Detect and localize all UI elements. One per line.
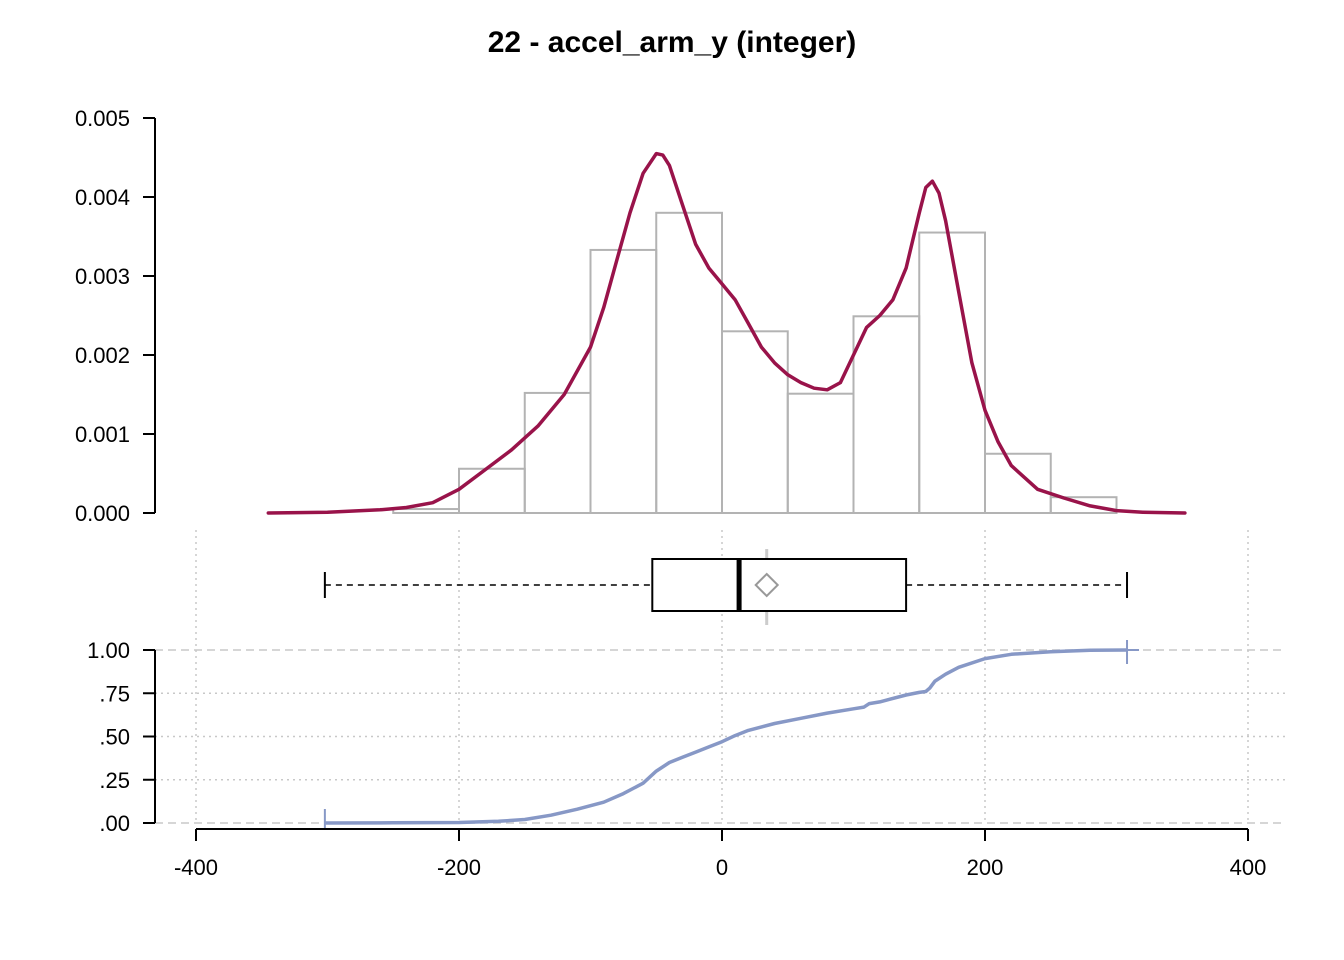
histogram-bar-10 xyxy=(1049,496,1118,515)
ecdf-y-tick-label-2: .50 xyxy=(99,725,130,750)
density-y-tick-label-3: 0.003 xyxy=(75,264,130,289)
density-y-tick-label-1: 0.001 xyxy=(75,422,130,447)
density-curve xyxy=(266,151,1187,515)
histogram-bar-8 xyxy=(918,231,986,515)
x-tick-label-4: 400 xyxy=(1230,855,1267,880)
density-y-tick-label-4: 0.004 xyxy=(75,185,130,210)
histogram xyxy=(392,211,1118,515)
ecdf-y-tick-label-1: .25 xyxy=(99,768,130,793)
density-y-tick-label-5: 0.005 xyxy=(75,106,130,131)
density-line xyxy=(266,151,1187,515)
histogram-bar-5 xyxy=(721,330,789,514)
x-tick-label-3: 200 xyxy=(967,855,1004,880)
ecdf-line xyxy=(324,648,1128,825)
histogram-bar-6 xyxy=(786,392,855,514)
ecdf-curve xyxy=(323,640,1140,829)
histogram-bar-4 xyxy=(655,211,723,515)
histogram-bar-0 xyxy=(392,508,460,514)
axes: 0.000 0.001 0.002 0.003 0.004 0.005 .00 .25 .50.… xyxy=(75,106,1266,880)
chart-title: 22 - accel_arm_y (integer) xyxy=(488,26,857,59)
histogram-bar-3 xyxy=(589,248,658,514)
mean-marker xyxy=(754,572,780,598)
histogram-bar-9 xyxy=(984,452,1052,514)
x-tick-label-2: 0 xyxy=(716,855,728,880)
ecdf-y-tick-label-3: .75 xyxy=(99,681,130,706)
density-y-tick-label-0: 0.000 xyxy=(75,501,130,526)
histogram-bar-2 xyxy=(523,391,592,515)
x-tick-label-0: -400 xyxy=(174,855,218,880)
interquartile-box xyxy=(651,558,908,612)
density-y-tick-label-2: 0.002 xyxy=(75,343,130,368)
boxplot xyxy=(323,549,1129,625)
ecdf-y-tick-label-4: 1.00 xyxy=(87,638,130,663)
x-tick-label-1: -200 xyxy=(437,855,481,880)
histogram-bar-1 xyxy=(458,467,526,515)
histogram-bar-7 xyxy=(852,315,921,515)
ecdf-y-tick-label-0: .00 xyxy=(99,811,130,836)
